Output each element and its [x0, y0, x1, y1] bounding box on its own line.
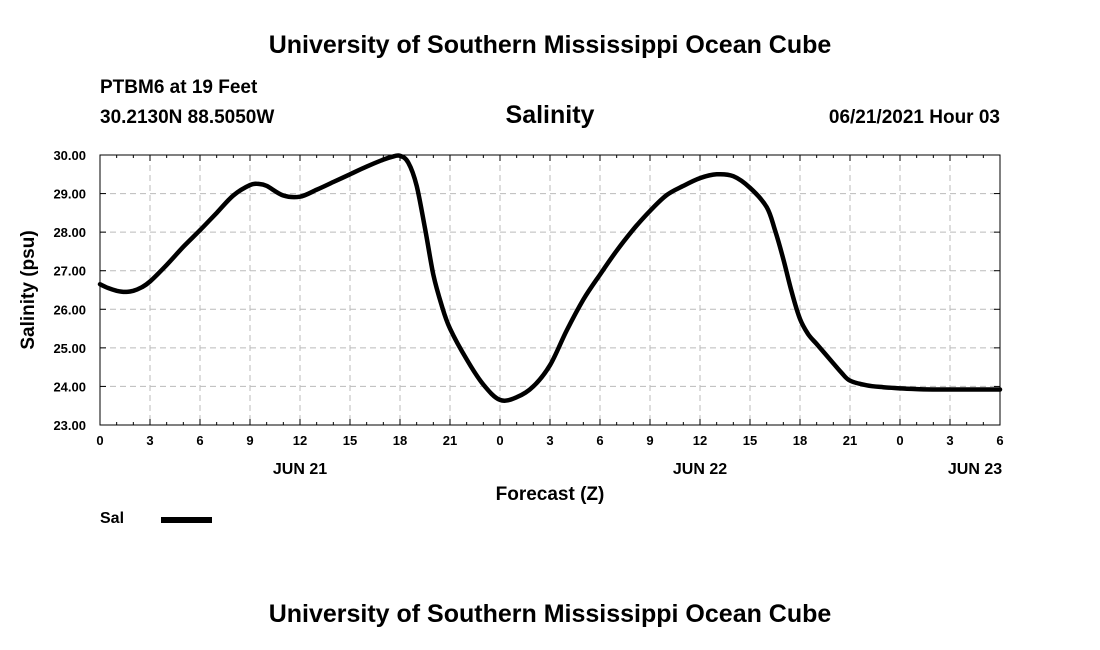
x-tick-label: 0	[896, 433, 903, 448]
y-tick-label: 25.00	[53, 341, 86, 356]
x-tick-label: 0	[496, 433, 503, 448]
x-tick-label: 21	[843, 433, 857, 448]
station-label: PTBM6 at 19 Feet	[100, 77, 258, 98]
x-tick-label: 9	[646, 433, 653, 448]
x-tick-label: 9	[246, 433, 253, 448]
y-tick-label: 24.00	[53, 379, 86, 394]
x-tick-label: 12	[693, 433, 707, 448]
date-label: JUN 23	[948, 461, 1002, 478]
y-tick-label: 28.00	[53, 225, 86, 240]
date-label: JUN 22	[673, 461, 727, 478]
legend-label: Sal	[100, 510, 125, 527]
y-tick-label: 30.00	[53, 148, 86, 163]
coordinates-label: 30.2130N 88.5050W	[100, 107, 275, 128]
y-axis-title: Salinity (psu)	[18, 230, 39, 349]
y-tick-label: 26.00	[53, 302, 86, 317]
date-label: JUN 21	[273, 461, 327, 478]
footer-title: University of Southern Mississippi Ocean…	[268, 600, 832, 628]
salinity-series-line	[97, 153, 1003, 403]
timestamp-label: 06/21/2021 Hour 03	[828, 107, 1000, 128]
x-tick-label: 6	[596, 433, 603, 448]
x-tick-label: 0	[96, 433, 103, 448]
x-tick-label: 3	[946, 433, 953, 448]
main-title: University of Southern Mississippi Ocean…	[268, 31, 832, 59]
axis-ticks	[99, 154, 1001, 426]
axis-labels: 0 3 6 9 12 15 18 21 0 3 6 9 12 15 18 21 0 3 6 23.00 24.00 25.…	[53, 148, 1003, 478]
x-tick-label: 3	[546, 433, 553, 448]
x-tick-label: 21	[443, 433, 457, 448]
x-tick-label: 12	[293, 433, 307, 448]
chart-title: Salinity	[505, 101, 595, 129]
x-tick-label: 15	[743, 433, 757, 448]
x-tick-label: 18	[793, 433, 807, 448]
y-tick-label: 23.00	[53, 418, 86, 433]
grid	[100, 155, 1000, 425]
x-axis-title: Forecast (Z)	[496, 484, 605, 505]
x-tick-label: 18	[393, 433, 407, 448]
x-tick-label: 3	[146, 433, 153, 448]
x-tick-label: 15	[343, 433, 357, 448]
y-tick-label: 29.00	[53, 187, 86, 202]
x-tick-label: 6	[996, 433, 1003, 448]
legend-swatch	[161, 517, 212, 523]
x-tick-label: 6	[196, 433, 203, 448]
y-tick-label: 27.00	[53, 264, 86, 279]
